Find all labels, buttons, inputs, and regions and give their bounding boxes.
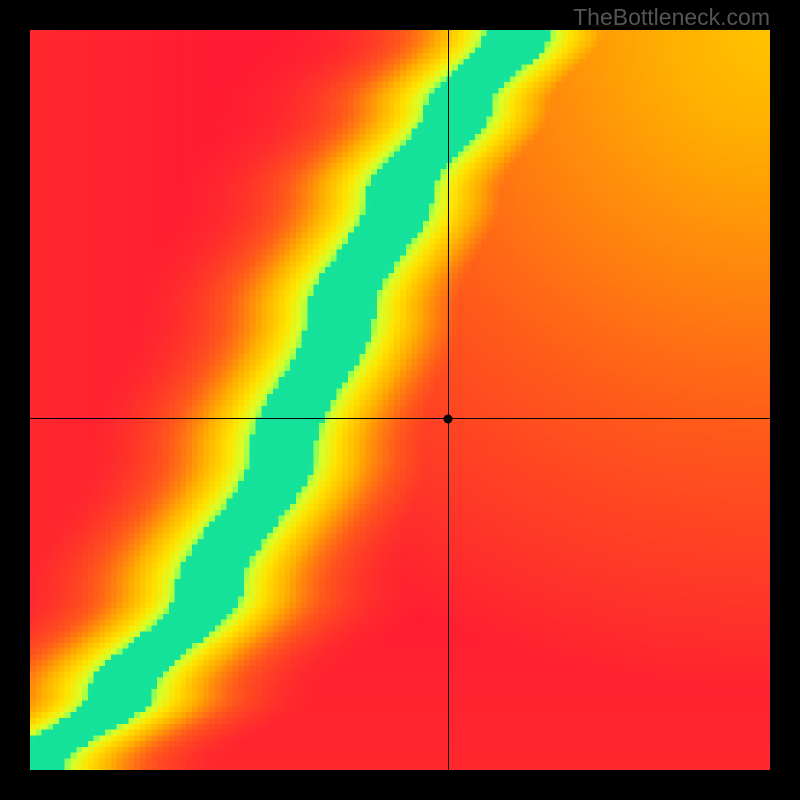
heatmap-canvas	[30, 30, 770, 770]
crosshair-marker	[444, 414, 453, 423]
crosshair-vertical	[448, 30, 449, 770]
watermark-text: TheBottleneck.com	[573, 4, 770, 31]
crosshair-horizontal	[30, 418, 770, 419]
chart-container: TheBottleneck.com	[0, 0, 800, 800]
